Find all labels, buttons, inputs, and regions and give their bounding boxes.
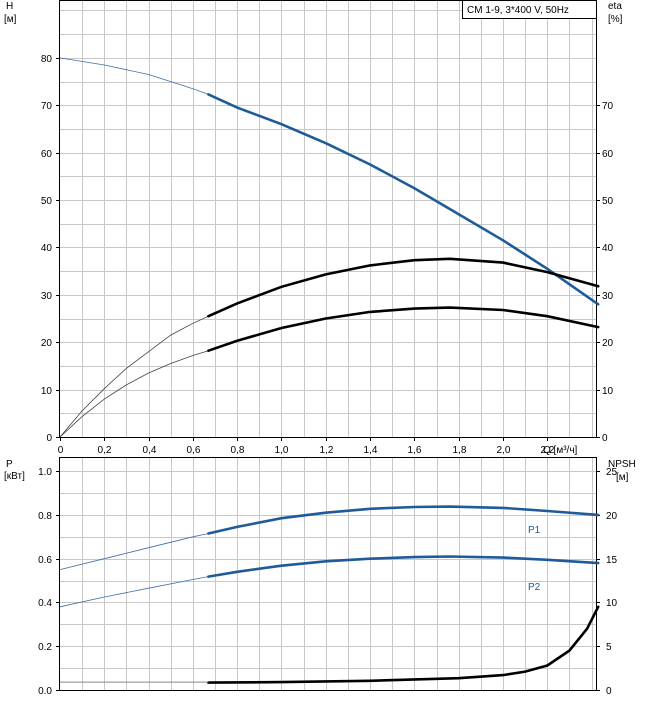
x-tick-label: 0,8 bbox=[231, 445, 245, 456]
left-tick-label: 0.4 bbox=[38, 598, 52, 609]
right-tick-label: 70 bbox=[602, 101, 614, 112]
bottom-chart-grid bbox=[60, 458, 596, 690]
series-line-head bbox=[207, 93, 600, 306]
series-label-p1: P1 bbox=[528, 525, 541, 536]
left-tick-label: 40 bbox=[41, 243, 53, 254]
left-tick-label: 0.8 bbox=[38, 511, 52, 522]
series-line-p2-extrapolated bbox=[59, 576, 209, 608]
left-tick-label: 50 bbox=[41, 196, 53, 207]
bottom-right-axis-unit: [м] bbox=[616, 472, 629, 483]
x-tick-label: 0,4 bbox=[143, 445, 157, 456]
left-tick-label: 0.6 bbox=[38, 555, 52, 566]
top-chart-grid bbox=[60, 1, 596, 437]
x-tick-label: 1,8 bbox=[453, 445, 467, 456]
right-tick-label: 50 bbox=[602, 196, 614, 207]
series-label-p2: P2 bbox=[528, 582, 541, 593]
right-tick-label: 0 bbox=[606, 686, 612, 697]
right-tick-label: 40 bbox=[602, 243, 614, 254]
bottom-chart-frame bbox=[59, 457, 597, 691]
x-tick-label: 0,6 bbox=[187, 445, 201, 456]
top-right-axis-label: eta bbox=[608, 1, 622, 12]
x-tick-label: 1,0 bbox=[275, 445, 289, 456]
left-tick-label: 1.0 bbox=[38, 467, 52, 478]
series-line-npsh bbox=[207, 605, 600, 684]
series-line-p1 bbox=[207, 505, 600, 535]
left-tick-label: 0.0 bbox=[38, 686, 52, 697]
x-axis-label: Q [м³/ч] bbox=[543, 445, 578, 456]
top-chart-ticks: 0 10 20 30 40 50 60 70 80 0 10 20 30 40 50 60 70 0 0,2 0,4 0… bbox=[41, 54, 614, 456]
bottom-left-axis-label: P bbox=[6, 459, 13, 470]
top-left-axis-unit: [м] bbox=[4, 14, 17, 25]
right-tick-label: 0 bbox=[602, 433, 608, 444]
bottom-chart-ticks: 0.0 0.2 0.4 0.6 0.8 1.0 0 5 10 15 20 25 bbox=[38, 467, 617, 697]
left-tick-label: 20 bbox=[41, 338, 53, 349]
series-line-efficiency bbox=[207, 257, 600, 318]
x-tick-label: 0 bbox=[58, 445, 64, 456]
series-line-efficiency-pump bbox=[207, 306, 600, 352]
legend-text: CM 1-9, 3*400 V, 50Hz bbox=[467, 5, 569, 16]
top-right-axis-unit: [%] bbox=[608, 14, 623, 25]
series-line-head-extrapolated bbox=[59, 57, 209, 95]
right-tick-label: 15 bbox=[606, 555, 618, 566]
left-tick-label: 80 bbox=[41, 54, 53, 65]
left-tick-label: 10 bbox=[41, 386, 53, 397]
right-tick-label: 20 bbox=[606, 511, 618, 522]
right-tick-label: 60 bbox=[602, 149, 614, 160]
left-tick-label: 70 bbox=[41, 101, 53, 112]
legend-box bbox=[462, 0, 597, 19]
left-tick-label: 30 bbox=[41, 291, 53, 302]
top-chart-frame bbox=[59, 0, 597, 438]
right-tick-label: 30 bbox=[602, 291, 614, 302]
bottom-left-axis-unit: [кВт] bbox=[4, 471, 25, 482]
top-left-axis-label: H bbox=[6, 1, 13, 12]
right-tick-label: 20 bbox=[602, 338, 614, 349]
bottom-right-axis-label: NPSH bbox=[608, 459, 636, 470]
series-line-p1-extrapolated bbox=[59, 533, 209, 570]
x-tick-label: 2,0 bbox=[497, 445, 511, 456]
series-line-efficiency-pump-extrapolated bbox=[59, 350, 209, 438]
right-tick-label: 25 bbox=[606, 467, 618, 478]
left-tick-label: 60 bbox=[41, 149, 53, 160]
x-tick-label: 2,2 bbox=[541, 445, 555, 456]
right-tick-label: 5 bbox=[606, 642, 612, 653]
right-tick-label: 10 bbox=[606, 598, 618, 609]
left-tick-label: 0.2 bbox=[38, 642, 52, 653]
bottom-chart-series bbox=[59, 505, 600, 684]
x-tick-label: 1,4 bbox=[364, 445, 378, 456]
right-tick-label: 10 bbox=[602, 386, 614, 397]
top-chart-series bbox=[59, 57, 600, 438]
series-line-p2 bbox=[207, 555, 600, 578]
x-tick-label: 0,2 bbox=[98, 445, 112, 456]
series-line-efficiency-extrapolated bbox=[59, 315, 209, 438]
left-tick-label: 0 bbox=[46, 433, 52, 444]
x-tick-label: 1,6 bbox=[408, 445, 422, 456]
x-tick-label: 1,2 bbox=[320, 445, 334, 456]
